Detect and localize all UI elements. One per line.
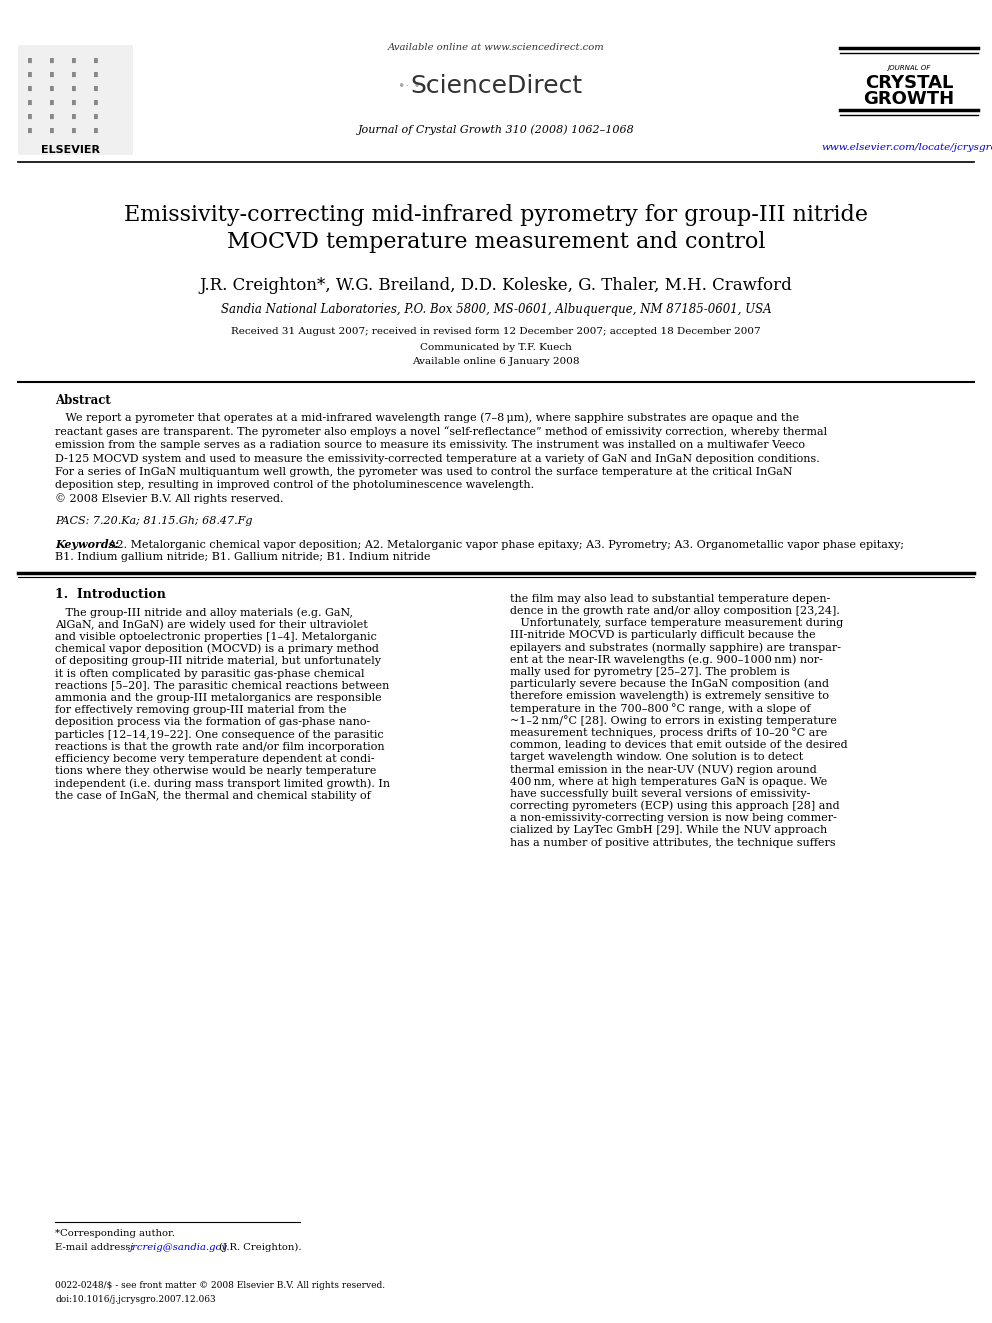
Text: have successfully built several versions of emissivity-: have successfully built several versions… bbox=[510, 789, 810, 799]
Text: efficiency become very temperature dependent at condi-: efficiency become very temperature depen… bbox=[55, 754, 375, 763]
Text: █: █ bbox=[94, 71, 98, 77]
Text: CRYSTAL: CRYSTAL bbox=[865, 74, 953, 93]
Text: E-mail address:: E-mail address: bbox=[55, 1242, 137, 1252]
Text: Received 31 August 2007; received in revised form 12 December 2007; accepted 18 : Received 31 August 2007; received in rev… bbox=[231, 328, 761, 336]
Text: █: █ bbox=[28, 114, 32, 119]
Text: doi:10.1016/j.jcrysgro.2007.12.063: doi:10.1016/j.jcrysgro.2007.12.063 bbox=[55, 1294, 215, 1303]
Text: █: █ bbox=[72, 114, 75, 119]
Text: jrcreig@sandia.gov: jrcreig@sandia.gov bbox=[130, 1242, 228, 1252]
Text: █: █ bbox=[51, 86, 54, 90]
Text: █: █ bbox=[72, 57, 75, 62]
Text: reactions [5–20]. The parasitic chemical reactions between: reactions [5–20]. The parasitic chemical… bbox=[55, 681, 390, 691]
Text: Sandia National Laboratories, P.O. Box 5800, MS-0601, Albuquerque, NM 87185-0601: Sandia National Laboratories, P.O. Box 5… bbox=[220, 303, 772, 316]
Text: Abstract: Abstract bbox=[55, 393, 111, 406]
Text: for effectively removing group-III material from the: for effectively removing group-III mater… bbox=[55, 705, 346, 716]
Text: We report a pyrometer that operates at a mid-infrared wavelength range (7–8 μm),: We report a pyrometer that operates at a… bbox=[55, 413, 800, 423]
Text: D-125 MOCVD system and used to measure the emissivity-corrected temperature at a: D-125 MOCVD system and used to measure t… bbox=[55, 454, 819, 463]
Text: MOCVD temperature measurement and control: MOCVD temperature measurement and contro… bbox=[227, 232, 765, 253]
Text: █: █ bbox=[51, 57, 54, 62]
Text: and visible optoelectronic properties [1–4]. Metalorganic: and visible optoelectronic properties [1… bbox=[55, 632, 377, 642]
Text: █: █ bbox=[51, 99, 54, 105]
Text: █: █ bbox=[51, 127, 54, 132]
Text: *Corresponding author.: *Corresponding author. bbox=[55, 1229, 175, 1238]
Text: (J.R. Creighton).: (J.R. Creighton). bbox=[216, 1242, 302, 1252]
Text: a non-emissivity-correcting version is now being commer-: a non-emissivity-correcting version is n… bbox=[510, 814, 837, 823]
Text: AlGaN, and InGaN) are widely used for their ultraviolet: AlGaN, and InGaN) are widely used for th… bbox=[55, 619, 368, 630]
Text: Keywords:: Keywords: bbox=[55, 538, 119, 550]
Text: it is often complicated by parasitic gas-phase chemical: it is often complicated by parasitic gas… bbox=[55, 668, 364, 679]
Text: the case of InGaN, the thermal and chemical stability of: the case of InGaN, the thermal and chemi… bbox=[55, 791, 371, 800]
Text: JOURNAL OF: JOURNAL OF bbox=[888, 65, 930, 71]
Bar bbox=[18, 45, 133, 155]
Text: tions where they otherwise would be nearly temperature: tions where they otherwise would be near… bbox=[55, 766, 376, 777]
Text: deposition process via the formation of gas-phase nano-: deposition process via the formation of … bbox=[55, 717, 370, 728]
Text: For a series of InGaN multiquantum well growth, the pyrometer was used to contro: For a series of InGaN multiquantum well … bbox=[55, 467, 793, 478]
Text: B1. Indium gallium nitride; B1. Gallium nitride; B1. Indium nitride: B1. Indium gallium nitride; B1. Gallium … bbox=[55, 553, 431, 562]
Text: █: █ bbox=[72, 127, 75, 132]
Text: GROWTH: GROWTH bbox=[863, 90, 954, 108]
Text: █: █ bbox=[94, 114, 98, 119]
Text: mally used for pyrometry [25–27]. The problem is: mally used for pyrometry [25–27]. The pr… bbox=[510, 667, 790, 676]
Text: therefore emission wavelength) is extremely sensitive to: therefore emission wavelength) is extrem… bbox=[510, 691, 829, 701]
Text: █: █ bbox=[72, 99, 75, 105]
Text: ~1–2 nm/°C [28]. Owing to errors in existing temperature: ~1–2 nm/°C [28]. Owing to errors in exis… bbox=[510, 714, 837, 726]
Text: █: █ bbox=[94, 127, 98, 132]
Text: cialized by LayTec GmbH [29]. While the NUV approach: cialized by LayTec GmbH [29]. While the … bbox=[510, 826, 827, 835]
Text: reactions is that the growth rate and/or film incorporation: reactions is that the growth rate and/or… bbox=[55, 742, 385, 751]
Text: © 2008 Elsevier B.V. All rights reserved.: © 2008 Elsevier B.V. All rights reserved… bbox=[55, 493, 284, 504]
Text: █: █ bbox=[28, 86, 32, 90]
Text: ELSEVIER: ELSEVIER bbox=[41, 146, 99, 155]
Text: Available online at www.sciencedirect.com: Available online at www.sciencedirect.co… bbox=[388, 44, 604, 53]
Text: correcting pyrometers (ECP) using this approach [28] and: correcting pyrometers (ECP) using this a… bbox=[510, 800, 839, 811]
Text: ScienceDirect: ScienceDirect bbox=[410, 74, 582, 98]
Text: A2. Metalorganic chemical vapor deposition; A2. Metalorganic vapor phase epitaxy: A2. Metalorganic chemical vapor depositi… bbox=[105, 540, 904, 549]
Text: of depositing group-III nitride material, but unfortunately: of depositing group-III nitride material… bbox=[55, 656, 381, 667]
Text: ent at the near-IR wavelengths (e.g. 900–1000 nm) nor-: ent at the near-IR wavelengths (e.g. 900… bbox=[510, 654, 823, 664]
Text: epilayers and substrates (normally sapphire) are transpar-: epilayers and substrates (normally sapph… bbox=[510, 642, 841, 652]
Text: █: █ bbox=[51, 114, 54, 119]
Text: measurement techniques, process drifts of 10–20 °C are: measurement techniques, process drifts o… bbox=[510, 728, 827, 738]
Text: Journal of Crystal Growth 310 (2008) 1062–1068: Journal of Crystal Growth 310 (2008) 106… bbox=[358, 124, 634, 135]
Text: common, leading to devices that emit outside of the desired: common, leading to devices that emit out… bbox=[510, 740, 847, 750]
Text: █: █ bbox=[94, 57, 98, 62]
Text: 0022-0248/$ - see front matter © 2008 Elsevier B.V. All rights reserved.: 0022-0248/$ - see front matter © 2008 El… bbox=[55, 1282, 385, 1290]
Text: █: █ bbox=[72, 71, 75, 77]
Text: •· •·•: •· •·• bbox=[398, 79, 433, 93]
Text: has a number of positive attributes, the technique suffers: has a number of positive attributes, the… bbox=[510, 837, 835, 848]
Text: reactant gases are transparent. The pyrometer also employs a novel “self-reflect: reactant gases are transparent. The pyro… bbox=[55, 426, 827, 437]
Text: █: █ bbox=[94, 86, 98, 90]
Text: Communicated by T.F. Kuech: Communicated by T.F. Kuech bbox=[420, 343, 572, 352]
Text: deposition step, resulting in improved control of the photoluminescence waveleng: deposition step, resulting in improved c… bbox=[55, 480, 534, 491]
Text: Available online 6 January 2008: Available online 6 January 2008 bbox=[413, 356, 579, 365]
Text: the film may also lead to substantial temperature depen-: the film may also lead to substantial te… bbox=[510, 594, 830, 603]
Text: █: █ bbox=[51, 71, 54, 77]
Text: █: █ bbox=[94, 99, 98, 105]
Text: J.R. Creighton*, W.G. Breiland, D.D. Koleske, G. Thaler, M.H. Crawford: J.R. Creighton*, W.G. Breiland, D.D. Kol… bbox=[199, 277, 793, 294]
Text: thermal emission in the near-UV (NUV) region around: thermal emission in the near-UV (NUV) re… bbox=[510, 763, 816, 774]
Text: █: █ bbox=[28, 57, 32, 62]
Text: Unfortunately, surface temperature measurement during: Unfortunately, surface temperature measu… bbox=[510, 618, 843, 628]
Text: emission from the sample serves as a radiation source to measure its emissivity.: emission from the sample serves as a rad… bbox=[55, 441, 805, 450]
Text: PACS: 7.20.Ka; 81.15.Gh; 68.47.Fg: PACS: 7.20.Ka; 81.15.Gh; 68.47.Fg bbox=[55, 516, 253, 525]
Text: temperature in the 700–800 °C range, with a slope of: temperature in the 700–800 °C range, wit… bbox=[510, 703, 810, 713]
Text: 1.  Introduction: 1. Introduction bbox=[55, 587, 166, 601]
Text: ammonia and the group-III metalorganics are responsible: ammonia and the group-III metalorganics … bbox=[55, 693, 382, 703]
Text: III-nitride MOCVD is particularly difficult because the: III-nitride MOCVD is particularly diffic… bbox=[510, 630, 815, 640]
Text: target wavelength window. One solution is to detect: target wavelength window. One solution i… bbox=[510, 751, 804, 762]
Text: The group-III nitride and alloy materials (e.g. GaN,: The group-III nitride and alloy material… bbox=[55, 607, 353, 618]
Text: www.elsevier.com/locate/jcrysgro: www.elsevier.com/locate/jcrysgro bbox=[821, 143, 992, 152]
Text: █: █ bbox=[72, 86, 75, 90]
Text: Emissivity-correcting mid-infrared pyrometry for group-III nitride: Emissivity-correcting mid-infrared pyrom… bbox=[124, 204, 868, 226]
Text: █: █ bbox=[28, 127, 32, 132]
Text: independent (i.e. during mass transport limited growth). In: independent (i.e. during mass transport … bbox=[55, 778, 390, 789]
Text: █: █ bbox=[28, 99, 32, 105]
Text: particles [12–14,19–22]. One consequence of the parasitic: particles [12–14,19–22]. One consequence… bbox=[55, 729, 384, 740]
Text: 400 nm, where at high temperatures GaN is opaque. We: 400 nm, where at high temperatures GaN i… bbox=[510, 777, 827, 786]
Text: dence in the growth rate and/or alloy composition [23,24].: dence in the growth rate and/or alloy co… bbox=[510, 606, 840, 615]
Text: particularly severe because the InGaN composition (and: particularly severe because the InGaN co… bbox=[510, 679, 829, 689]
Text: chemical vapor deposition (MOCVD) is a primary method: chemical vapor deposition (MOCVD) is a p… bbox=[55, 644, 379, 655]
Text: █: █ bbox=[28, 71, 32, 77]
